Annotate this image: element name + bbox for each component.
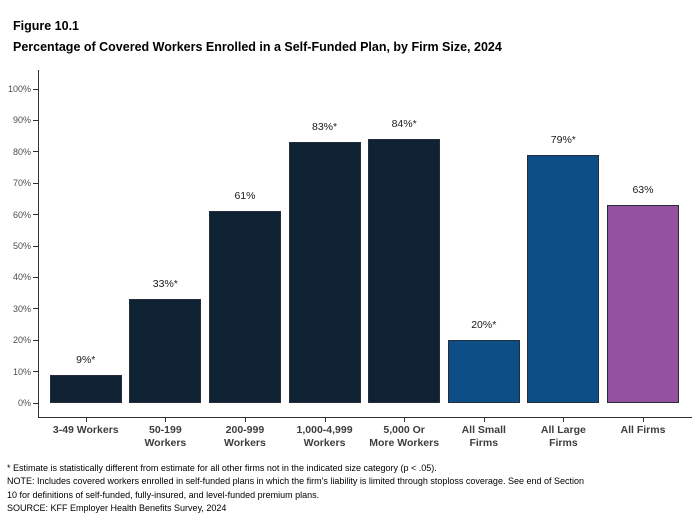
y-tick-mark — [33, 402, 38, 404]
y-tick-mark — [33, 214, 38, 216]
y-tick-mark — [33, 276, 38, 278]
x-category-label: 3-49 Workers — [52, 424, 119, 436]
footnote-line: 10 for definitions of self-funded, fully… — [7, 489, 320, 500]
x-category-label: 5,000 Or More Workers — [369, 424, 440, 449]
bar-all-firms — [606, 205, 679, 403]
x-tick-mark — [483, 418, 485, 422]
bar-value-label: 84%* — [391, 118, 417, 131]
figure-number: Figure 10.1 — [13, 19, 79, 33]
y-tick-mark — [33, 182, 38, 184]
bar-3-49-workers — [49, 374, 122, 403]
y-tick-label: 10% — [12, 366, 31, 377]
x-tick-mark — [324, 418, 326, 422]
footnote-line: * Estimate is statistically different fr… — [7, 463, 437, 473]
y-tick-mark — [33, 371, 38, 373]
x-axis-line — [38, 417, 692, 418]
bar-value-label: 79%* — [550, 133, 576, 146]
bar-value-label: 33%* — [152, 278, 178, 291]
bar-value-label: 9%* — [76, 353, 96, 366]
y-tick-label: 70% — [12, 178, 31, 189]
y-tick-mark — [33, 245, 38, 247]
x-tick-mark — [404, 418, 406, 422]
y-axis-line — [38, 70, 39, 417]
y-tick-label: 0% — [17, 398, 31, 408]
y-tick-mark — [33, 308, 38, 310]
x-category-label: All Large Firms — [540, 424, 586, 449]
bar-chart: 0% 10% 20% 30% 40% 50% 60% 70% 80% 90% 100% 9%* 33%… — [7, 70, 692, 449]
footnote-line: SOURCE: KFF Employer Health Benefits Sur… — [7, 503, 227, 514]
figure-title: Percentage of Covered Workers Enrolled i… — [13, 40, 502, 54]
x-category-label: All Firms — [620, 424, 666, 436]
y-tick-label: 30% — [12, 303, 31, 314]
bar-value-label: 83%* — [311, 121, 338, 134]
bar-50-199-workers — [129, 299, 202, 403]
x-tick-mark — [244, 418, 246, 422]
bar-value-label: 61% — [234, 190, 256, 203]
x-category-label: 200-999 Workers — [224, 424, 266, 449]
footnotes: * Estimate is statistically different fr… — [7, 462, 695, 516]
y-tick-label: 20% — [12, 335, 31, 346]
bar-all-large-firms — [527, 154, 600, 403]
y-tick-mark — [33, 119, 38, 121]
y-tick-label: 100% — [7, 84, 31, 94]
y-tick-label: 90% — [12, 115, 31, 126]
y-tick-label: 80% — [12, 146, 31, 157]
x-category-label: 1,000-4,999 Workers — [296, 424, 353, 449]
footnote-line: NOTE: Includes covered workers enrolled … — [7, 476, 585, 487]
x-tick-mark — [85, 418, 87, 422]
x-category-label: All Small Firms — [461, 424, 506, 449]
x-tick-mark — [165, 418, 167, 422]
y-tick-mark — [33, 88, 38, 90]
y-tick-label: 60% — [12, 209, 31, 220]
bar-value-label: 20%* — [471, 319, 497, 332]
x-tick-mark — [642, 418, 644, 422]
bar-value-label: 63% — [632, 184, 654, 197]
bar-200-999-workers — [208, 211, 281, 403]
y-tick-mark — [33, 339, 38, 341]
y-tick-label: 50% — [12, 241, 31, 251]
y-tick-label: 40% — [12, 272, 31, 283]
bar-1-000-4-999-workers — [288, 142, 361, 403]
x-category-label: 50-199 Workers — [144, 424, 187, 449]
y-tick-mark — [33, 151, 38, 153]
x-tick-mark — [563, 418, 565, 422]
bar-5-000-or-more-workers — [368, 139, 441, 403]
bar-all-small-firms — [447, 340, 520, 403]
